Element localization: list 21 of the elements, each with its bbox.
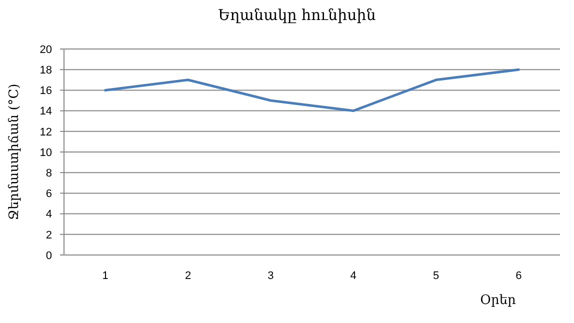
line-series — [104, 68, 520, 112]
y-tick-label: 12 — [40, 126, 52, 138]
chart-title: Եղանակը հունիսին — [218, 6, 376, 24]
x-tick-label: 1 — [102, 270, 108, 282]
y-tick-label: 4 — [46, 208, 52, 221]
y-axis-title: Ջերմաստիճան (°C) — [7, 84, 22, 220]
x-tick-label: 3 — [268, 270, 274, 282]
y-tick-label: 8 — [46, 167, 52, 180]
x-tick-label: 4 — [350, 270, 356, 282]
y-tick-label: 0 — [46, 250, 52, 262]
y-tick-label: 10 — [40, 146, 52, 159]
x-tick-label: 2 — [184, 270, 192, 282]
x-axis-title: Օրեր — [480, 293, 517, 308]
y-tick-label: 20 — [40, 44, 52, 56]
x-tick-label: 6 — [516, 270, 522, 282]
x-tick-label: 5 — [432, 270, 440, 282]
y-tick-label: 14 — [40, 106, 52, 118]
y-tick-label: 6 — [46, 188, 52, 200]
y-tick-label: 2 — [46, 229, 52, 242]
y-tick-label: 16 — [40, 85, 52, 98]
y-tick-label: 18 — [40, 64, 52, 76]
